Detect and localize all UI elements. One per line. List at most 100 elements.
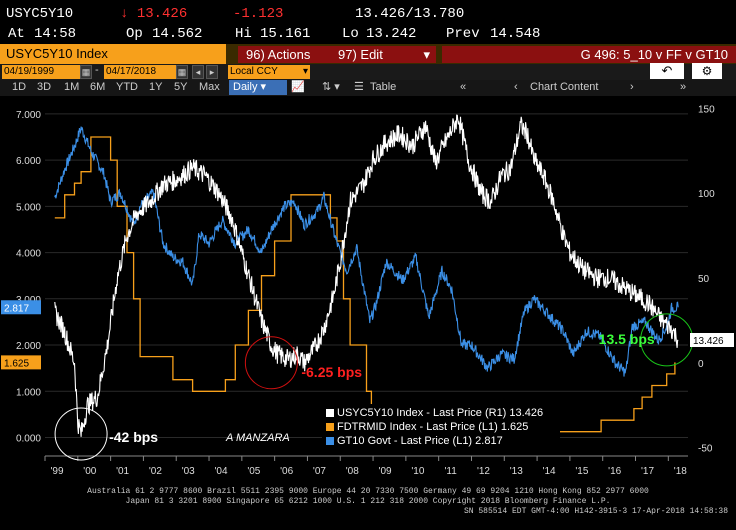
x-tick-label: '11 — [445, 466, 458, 477]
x-tick-label: '00 — [83, 466, 96, 477]
series-line-spread — [54, 114, 679, 437]
annotation-label: 13.5 bps — [599, 331, 655, 347]
legend-label: GT10 Govt - Last Price (L1) — [337, 435, 473, 447]
open-value: 14.562 — [152, 26, 203, 42]
legend-label: USYC5Y10 Index - Last Price (R1) — [337, 407, 507, 419]
legend-label: FDTRMID Index - Last Price (L1) — [337, 421, 498, 433]
gt10-last-tag-bg — [1, 300, 41, 315]
legend-value: 2.817 — [475, 435, 503, 447]
range-toolbar — [0, 80, 736, 96]
high-value: 15.161 — [260, 26, 311, 42]
chevron-right-icon[interactable]: › — [630, 81, 634, 93]
swatch — [326, 409, 334, 418]
collapse-left-icon[interactable]: « — [460, 81, 467, 93]
chevron-down-icon: ▾ — [302, 66, 308, 77]
frequency-label: Daily — [233, 81, 258, 93]
at-label: At — [8, 26, 25, 42]
calendar-icon[interactable]: ▦ — [80, 65, 92, 79]
x-tick-label: '10 — [411, 466, 424, 477]
x-tick-label: '14 — [543, 466, 556, 477]
currency-select[interactable]: Local CCY ▾ — [228, 65, 310, 79]
chart-content-button[interactable]: Chart Content — [530, 81, 599, 93]
series-lines — [54, 114, 679, 437]
index-name[interactable]: USYC5Y10 Index — [0, 44, 226, 64]
last-price: ↓ 13.426 — [120, 6, 187, 22]
bar-type-icon[interactable]: ⇅ ▾ — [322, 81, 340, 93]
swatch — [326, 437, 334, 446]
annotation-label: -42 bps — [109, 429, 158, 445]
chevron-down-icon: ▾ — [423, 47, 430, 62]
legend-value: 13.426 — [509, 407, 544, 419]
x-tick-label: '18 — [674, 466, 687, 477]
x-tick-label: '15 — [575, 466, 588, 477]
legend-item-fedfunds[interactable]: FDTRMID Index - Last Price (L1) 1.625 — [326, 420, 556, 434]
prev-period-icon[interactable]: ◂ — [192, 65, 204, 79]
actions-label: 96) Actions — [246, 47, 311, 62]
right-tick-label: -50 — [698, 444, 713, 455]
range-1y[interactable]: 1Y — [149, 81, 163, 93]
end-date[interactable]: 04/17/2018 — [104, 65, 176, 79]
range-6m[interactable]: 6M — [90, 81, 106, 93]
x-tick-label: '99 — [50, 466, 63, 477]
annotation-circle — [244, 336, 298, 390]
calendar-icon[interactable]: ▦ — [176, 65, 188, 79]
ticker: USYC5Y10 — [6, 6, 74, 22]
next-period-icon[interactable]: ▸ — [206, 65, 218, 79]
x-tick-label: '02 — [149, 466, 162, 477]
range-ytd[interactable]: YTD — [116, 81, 138, 93]
x-tick-label: '12 — [477, 466, 490, 477]
x-tick-label: '03 — [182, 466, 195, 477]
x-tick-label: '08 — [346, 466, 359, 477]
x-tick-label: '01 — [116, 466, 129, 477]
collapse-right-icon[interactable]: » — [680, 81, 687, 93]
legend-item-gt10[interactable]: GT10 Govt - Last Price (L1) 2.817 — [326, 434, 556, 448]
low-value: 13.242 — [366, 26, 417, 42]
x-tick-label: '17 — [641, 466, 654, 477]
x-axis-ticks: '99 '00 '01 '02 '03 '04 '05 '06 '07 '08 '09 '10 '11 '… — [44, 455, 688, 477]
edit-label: 97) Edit — [338, 47, 383, 62]
line-chart-icon[interactable]: 📈 — [291, 81, 305, 93]
chart-title: G 496: 5_10 v FF v GT10 — [442, 46, 736, 63]
table-button[interactable]: Table — [370, 81, 397, 93]
footer-contacts: Australia 61 2 9777 8600 Brazil 5511 239… — [87, 487, 649, 496]
left-tick-label: 5.000 — [16, 202, 41, 213]
at-time: 14:58 — [34, 26, 77, 42]
last-value-tags: 2.817 1.625 13.426 — [1, 300, 734, 370]
range-1d[interactable]: 1D — [12, 81, 27, 93]
last-value: 13.426 — [136, 6, 188, 22]
annotations: -42 bps -6.25 bps 13.5 bps — [54, 313, 694, 461]
chevron-down-icon: ▾ — [260, 81, 267, 93]
range-5y[interactable]: 5Y — [174, 81, 188, 93]
start-date[interactable]: 04/19/1999 — [2, 65, 80, 79]
down-arrow-icon: ↓ — [120, 6, 129, 22]
legend-item-spread[interactable]: USYC5Y10 Index - Last Price (R1) 13.426 — [326, 406, 556, 420]
x-tick-label: '06 — [280, 466, 293, 477]
edit-button[interactable]: 97) Edit ▾ — [330, 46, 436, 63]
range-1m[interactable]: 1M — [64, 81, 80, 93]
x-tick-label: '09 — [379, 466, 392, 477]
left-tick-label: 4.000 — [16, 249, 41, 260]
range-max[interactable]: Max — [199, 81, 220, 93]
x-tick-label: '13 — [510, 466, 523, 477]
left-tick-label: 6.000 — [16, 156, 41, 167]
watermark: A MANZARA — [225, 432, 290, 444]
right-tick-label: 100 — [698, 189, 715, 200]
x-tick-label: '16 — [608, 466, 621, 477]
date-dash: - — [95, 64, 99, 76]
footer-session: SN 585514 EDT GMT-4:00 H142-3915-3 17-Ap… — [463, 507, 728, 516]
low-label: Lo — [342, 26, 359, 42]
chart-legend: USYC5Y10 Index - Last Price (R1) 13.426 … — [322, 404, 560, 450]
frequency-select[interactable]: Daily ▾ — [229, 80, 287, 95]
chevron-left-icon[interactable]: ‹ — [514, 81, 518, 93]
prev-label: Prev — [446, 26, 480, 42]
x-tick-label: '04 — [215, 466, 228, 477]
back-icon[interactable]: ↶ — [650, 63, 684, 79]
table-icon[interactable]: ☰ — [354, 81, 364, 93]
currency-label: Local CCY — [230, 66, 278, 77]
right-axis-ticks: 150 100 50 0 -50 — [698, 104, 715, 454]
range-3d[interactable]: 3D — [37, 81, 52, 93]
settings-icon[interactable]: ⚙ — [692, 63, 722, 79]
bid-ask: 13.426/13.780 — [355, 6, 465, 22]
high-label: Hi — [235, 26, 252, 42]
